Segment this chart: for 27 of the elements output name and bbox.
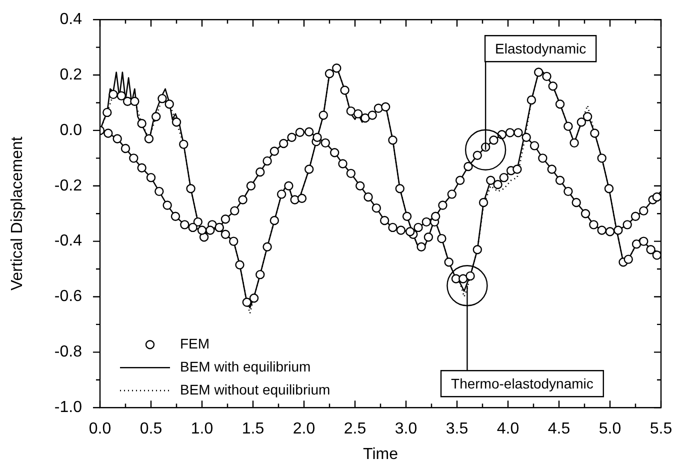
y-tick-label: -0.8	[54, 344, 82, 361]
legend-label: BEM without equilibrium	[180, 381, 330, 398]
x-tick-label: 4.0	[496, 420, 520, 438]
y-tick-label: 0.2	[60, 66, 82, 84]
y-tick-label: -0.4	[54, 232, 82, 250]
x-axis-title: Time	[363, 446, 398, 463]
x-tick-label: 4.5	[548, 420, 570, 438]
x-tick-label: 1.0	[190, 420, 214, 438]
x-tick-label: 3.0	[394, 420, 418, 438]
x-tick-label: 1.5	[242, 420, 264, 438]
x-tick-label: 0.5	[140, 420, 162, 438]
x-tick-label: 0.0	[88, 420, 112, 438]
y-tick-label: 0.0	[60, 122, 82, 139]
x-tick-label: 2.0	[292, 420, 316, 438]
x-tick-label: 2.5	[344, 420, 366, 438]
x-tick-label: 5.5	[650, 420, 672, 438]
y-tick-label: -0.2	[54, 177, 82, 194]
legend-label: FEM	[180, 335, 210, 352]
y-tick-label: 0.4	[60, 11, 82, 28]
x-tick-label: 5.0	[598, 420, 622, 438]
y-tick-label: -0.6	[54, 288, 82, 306]
x-tick-label: 3.5	[446, 420, 468, 438]
annotation: Elastodynamic	[495, 40, 586, 56]
annotation: Thermo-elastodynamic	[451, 376, 594, 392]
legend-label: BEM with equilibrium	[180, 358, 311, 374]
y-axis-title: Vertical Displacement	[9, 136, 26, 291]
y-tick-label: -1.0	[54, 399, 82, 416]
